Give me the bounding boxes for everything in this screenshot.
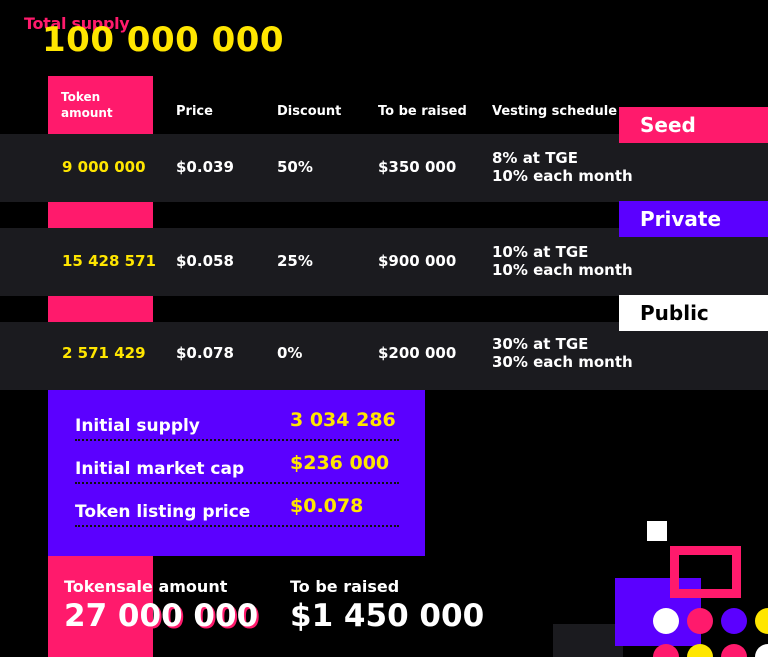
listing-price-value: $0.078: [290, 495, 364, 517]
market-cap-row: Initial market cap $236 000: [75, 450, 399, 484]
raised-total-label: To be raised: [290, 577, 400, 596]
total-supply-value: 100 000 000: [42, 20, 285, 60]
decor-dot-pink: [653, 644, 679, 657]
public-discount: 0%: [277, 344, 303, 362]
vesting-schedule-header: Vesting schedule: [492, 104, 618, 119]
decor-dot-pink: [687, 608, 713, 634]
seed-price: $0.039: [176, 158, 234, 176]
private-raised: $900 000: [378, 252, 457, 270]
seed-vesting-tge: 8% at TGE: [492, 149, 578, 167]
private-amount: 15 428 571: [62, 252, 156, 270]
public-vesting-tge: 30% at TGE: [492, 335, 589, 353]
initial-supply-label: Initial supply: [75, 416, 200, 436]
token-amount-header-label: Token amount: [61, 90, 113, 120]
seed-tag: Seed: [619, 107, 768, 143]
private-discount: 25%: [277, 252, 313, 270]
seed-vesting: 8% at TGE 10% each month: [492, 149, 633, 185]
tokensale-block: [48, 556, 153, 657]
token-column-block: [48, 202, 153, 228]
market-cap-value: $236 000: [290, 452, 390, 474]
public-row: [0, 322, 768, 390]
market-cap-label: Initial market cap: [75, 459, 245, 479]
seed-discount: 50%: [277, 158, 313, 176]
tokensale-value: 27 000 000: [64, 598, 259, 634]
token-amount-header: Token amount: [48, 76, 153, 134]
seed-amount: 9 000 000: [62, 158, 146, 176]
decor-white-square: [647, 521, 667, 541]
public-vesting: 30% at TGE 30% each month: [492, 335, 633, 371]
private-price: $0.058: [176, 252, 234, 270]
public-amount: 2 571 429: [62, 344, 146, 362]
decor-dot-yellow: [755, 608, 768, 634]
decor-dot-pink: [721, 644, 747, 657]
listing-price-row: Token listing price $0.078: [75, 493, 399, 527]
decor-dot-white: [653, 608, 679, 634]
token-column-block: [48, 296, 153, 322]
decor-dark-block: [553, 624, 623, 657]
initial-supply-row: Initial supply 3 034 286: [75, 407, 399, 441]
decor-dot-yellow: [687, 644, 713, 657]
to-be-raised-header: To be raised: [378, 104, 467, 119]
decor-dot-white: [755, 644, 768, 657]
public-vesting-monthly: 30% each month: [492, 353, 633, 371]
private-vesting-monthly: 10% each month: [492, 261, 633, 279]
total-supply-label: Total supply: [24, 14, 130, 33]
seed-vesting-monthly: 10% each month: [492, 167, 633, 185]
price-header: Price: [176, 104, 213, 119]
tokensale-label: Tokensale amount: [64, 577, 228, 596]
private-row: [0, 228, 768, 296]
public-raised: $200 000: [378, 344, 457, 362]
raised-total-value: $1 450 000: [290, 598, 485, 634]
decor-dots: [653, 608, 768, 657]
listing-price-label: Token listing price: [75, 502, 251, 522]
decor-pink-frame: [670, 546, 741, 598]
public-price: $0.078: [176, 344, 234, 362]
private-tag: Private: [619, 201, 768, 237]
public-tag: Public: [619, 295, 768, 331]
private-vesting-tge: 10% at TGE: [492, 243, 589, 261]
initial-supply-value: 3 034 286: [290, 409, 396, 431]
decor-dot-purple: [721, 608, 747, 634]
summary-box: Initial supply 3 034 286 Initial market …: [48, 390, 425, 556]
private-vesting: 10% at TGE 10% each month: [492, 243, 633, 279]
discount-header: Discount: [277, 104, 342, 119]
seed-row: [0, 134, 768, 202]
seed-raised: $350 000: [378, 158, 457, 176]
